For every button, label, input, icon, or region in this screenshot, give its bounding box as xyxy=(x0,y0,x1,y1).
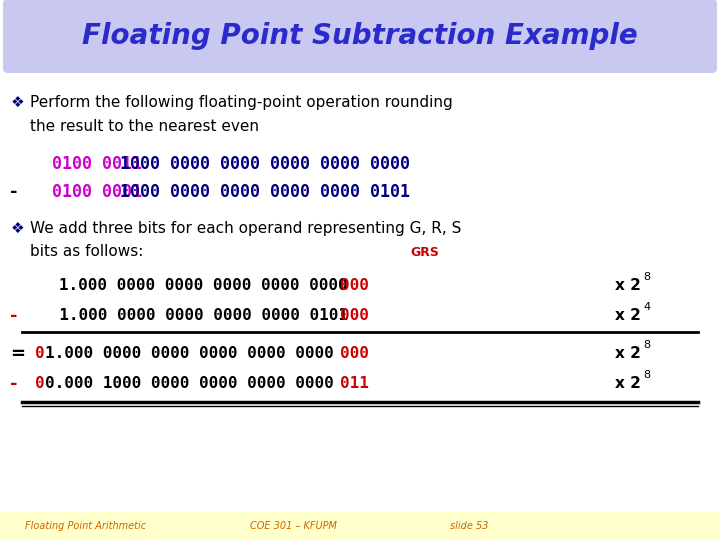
Text: x 2: x 2 xyxy=(615,308,641,323)
Text: Floating Point Arithmetic: Floating Point Arithmetic xyxy=(25,521,146,531)
Text: 1.000 0000 0000 0000 0000 0101: 1.000 0000 0000 0000 0000 0101 xyxy=(40,308,358,323)
Text: Floating Point Subtraction Example: Floating Point Subtraction Example xyxy=(82,22,638,50)
Text: -: - xyxy=(10,183,17,201)
Text: 0100 0011: 0100 0011 xyxy=(52,155,152,173)
FancyBboxPatch shape xyxy=(3,0,717,73)
Text: 000: 000 xyxy=(340,279,369,294)
Text: ❖: ❖ xyxy=(12,94,24,110)
Text: 0100 0001: 0100 0001 xyxy=(52,183,152,201)
Text: -: - xyxy=(10,307,17,325)
Text: 0.000 1000 0000 0000 0000 0000: 0.000 1000 0000 0000 0000 0000 xyxy=(45,376,344,392)
Text: ❖: ❖ xyxy=(12,220,24,235)
Text: 1000 0000 0000 0000 0000 0000: 1000 0000 0000 0000 0000 0000 xyxy=(120,155,410,173)
Text: 0: 0 xyxy=(35,376,45,392)
Text: COE 301 – KFUPM: COE 301 – KFUPM xyxy=(250,521,337,531)
Text: 000: 000 xyxy=(340,308,369,323)
Text: x 2: x 2 xyxy=(615,347,641,361)
Text: 0: 0 xyxy=(35,347,45,361)
Text: Perform the following floating-point operation rounding: Perform the following floating-point ope… xyxy=(30,94,453,110)
Text: 1.000 0000 0000 0000 0000 0000: 1.000 0000 0000 0000 0000 0000 xyxy=(30,279,357,294)
Text: bits as follows:: bits as follows: xyxy=(30,245,143,260)
Text: 8: 8 xyxy=(643,340,650,350)
Bar xyxy=(0,512,720,540)
Text: 011: 011 xyxy=(340,376,369,392)
Text: x 2: x 2 xyxy=(615,376,641,392)
Text: x 2: x 2 xyxy=(615,279,641,294)
Text: 000: 000 xyxy=(340,347,369,361)
Text: We add three bits for each operand representing G, R, S: We add three bits for each operand repre… xyxy=(30,220,462,235)
Text: 4: 4 xyxy=(643,302,650,312)
Text: =: = xyxy=(10,345,25,363)
Text: 8: 8 xyxy=(643,370,650,380)
Text: GRS: GRS xyxy=(410,246,439,259)
Text: 1.000 0000 0000 0000 0000 0000: 1.000 0000 0000 0000 0000 0000 xyxy=(45,347,344,361)
Text: 8: 8 xyxy=(643,272,650,282)
Text: slide 53: slide 53 xyxy=(450,521,488,531)
Text: 1000 0000 0000 0000 0000 0101: 1000 0000 0000 0000 0000 0101 xyxy=(120,183,410,201)
Text: the result to the nearest even: the result to the nearest even xyxy=(30,118,259,133)
Text: -: - xyxy=(10,375,17,393)
